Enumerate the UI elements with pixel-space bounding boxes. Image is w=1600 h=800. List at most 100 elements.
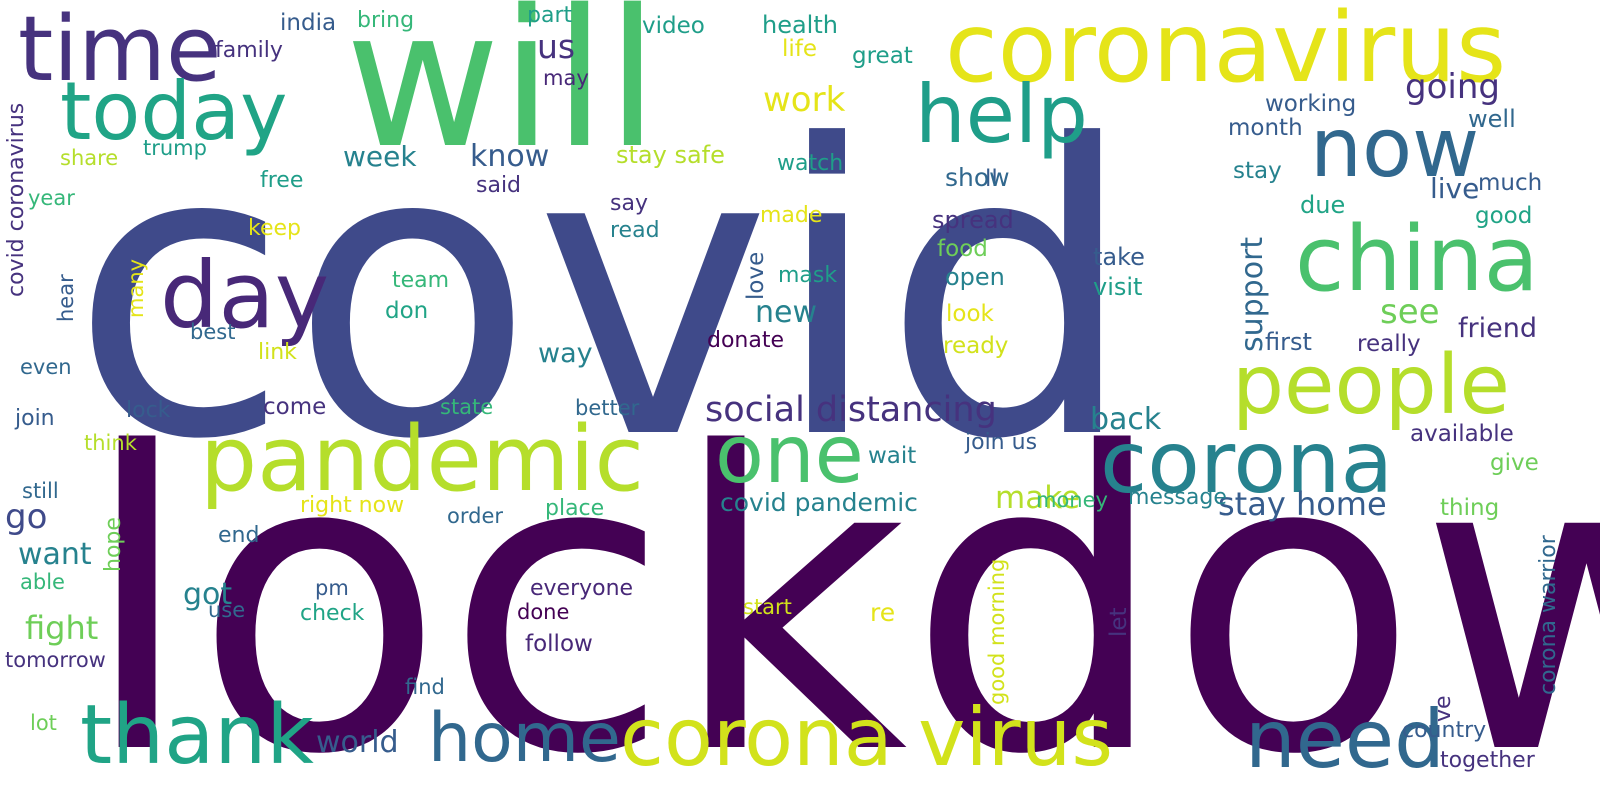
word-corona-virus: corona virus (620, 691, 1114, 784)
word-day: day (160, 242, 330, 349)
word-pandemic: pandemic (200, 407, 644, 512)
word-coronavirus: coronavirus (945, 0, 1507, 104)
word-support: support (1235, 236, 1270, 352)
word-food: food (937, 236, 988, 262)
word-may: may (543, 66, 589, 90)
word-watch-label: watch (777, 151, 844, 176)
word-much: much (1478, 170, 1543, 196)
word-state: state (440, 395, 494, 419)
word-made: made (760, 203, 823, 228)
word-give: give (1490, 450, 1539, 476)
word-part: part (527, 3, 573, 28)
word-social-distancing: social distancing (705, 390, 997, 430)
word-available: available (1410, 421, 1514, 447)
word-wait: wait (868, 443, 917, 469)
word-china: china (1295, 207, 1539, 312)
word-make: make (995, 480, 1081, 516)
word-love: love (743, 251, 769, 300)
word-said: said (476, 173, 522, 198)
word-due: due (1300, 191, 1346, 219)
word-now: now (1310, 101, 1480, 196)
word-thank: thank (80, 688, 314, 783)
word-use: use (208, 598, 246, 622)
word-many: many (124, 258, 148, 318)
word-donate: donate (707, 328, 785, 353)
word-will: will (345, 0, 659, 190)
word-people: people (1232, 338, 1510, 433)
word-friend: friend (1458, 313, 1537, 344)
word-spread: spread (932, 206, 1014, 234)
word-free: free (260, 168, 304, 193)
word-even: even (20, 355, 72, 379)
word-got: got (183, 577, 233, 612)
word-see: see (1380, 292, 1440, 332)
word-join-us: join us (965, 430, 1038, 455)
word-world: world (316, 725, 399, 760)
word-covid-coronavirus: covid coronavirus (4, 102, 29, 297)
word-join: join (15, 406, 55, 431)
word-home: home (428, 699, 621, 778)
word-thing: thing (1440, 495, 1500, 521)
word-family: family (215, 38, 283, 63)
word-let: let (1106, 607, 1132, 637)
word-message: message (1128, 485, 1227, 510)
word-lockdown: lockdown (80, 366, 1600, 800)
word-covid-pandemic: covid pandemic (720, 488, 918, 517)
word-come: come (263, 394, 327, 420)
word-don: don (385, 298, 429, 324)
word-great: great (852, 43, 913, 69)
word-well: well (1468, 105, 1516, 133)
word-video: video (642, 13, 705, 39)
word-say: say (610, 191, 648, 216)
word-team: team (392, 268, 450, 293)
word-really: really (1357, 331, 1421, 357)
word-going: going (1405, 67, 1500, 107)
word-one: one (715, 408, 864, 501)
word-us: us (537, 27, 576, 66)
word-good: good (1475, 203, 1533, 229)
word-year: year (28, 186, 75, 210)
word-ll: show (945, 163, 1010, 192)
word-india: india (280, 10, 337, 36)
word-place: place (545, 496, 605, 521)
word-stay-safe: stay safe (616, 141, 725, 169)
word-mask: mask (778, 263, 838, 288)
word-ready: ready (943, 333, 1009, 359)
word-show: ll (985, 166, 998, 192)
word-health: health (762, 11, 838, 39)
word-want: want (18, 537, 92, 572)
word-working: working (1265, 91, 1357, 117)
word-life: life (782, 36, 818, 62)
word-together: together (1440, 748, 1535, 773)
word-able: able (20, 570, 65, 594)
word-stay-home: stay home (1218, 485, 1387, 523)
word-link: link (258, 340, 297, 365)
word-order: order (447, 504, 503, 528)
word-still: still (22, 479, 59, 503)
word-hope: hope (101, 517, 126, 572)
word-new: new (755, 295, 818, 330)
word-corona-warrior: corona warrior (1536, 535, 1561, 695)
word-hear: hear (54, 274, 78, 322)
word-check: check (300, 601, 365, 626)
word-help: help (915, 68, 1088, 161)
word-tomorrow: tomorrow (5, 648, 106, 672)
word-way: way (538, 338, 593, 369)
word-keep: keep (248, 216, 301, 241)
word-bring: bring (357, 8, 415, 33)
word-share: share (60, 146, 119, 170)
word-read: read (610, 218, 660, 243)
word-re: re (870, 598, 896, 627)
word-think: think (84, 431, 137, 455)
word-start: start (743, 595, 792, 619)
word-end: end (218, 523, 260, 548)
word-ve: ve (1431, 695, 1456, 722)
word-trump: trump (143, 136, 207, 160)
word-open: open (945, 263, 1005, 291)
word-time: time (18, 0, 222, 102)
word-look: look (946, 301, 994, 327)
word-week: week (343, 140, 417, 173)
word-everyone: everyone (530, 576, 634, 601)
word-country: country (1402, 718, 1487, 743)
